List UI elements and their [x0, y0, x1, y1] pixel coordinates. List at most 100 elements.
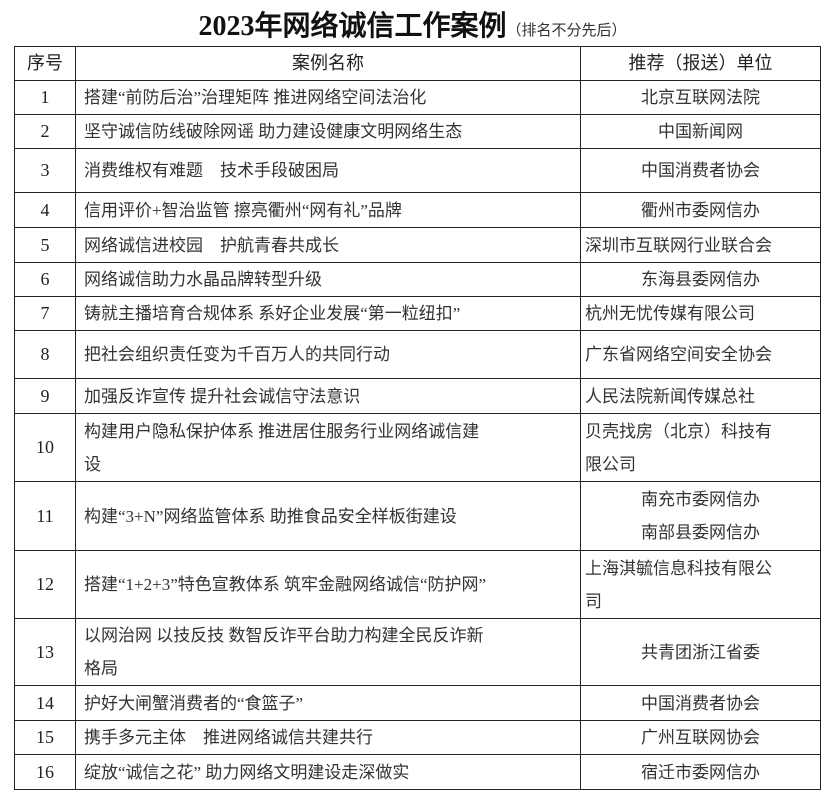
row-number: 1	[14, 80, 76, 115]
case-name-line: 网络诚信助力水晶品牌转型升级	[84, 270, 322, 289]
case-name-line: 构建用户隐私保护体系 推进居住服务行业网络诚信建	[84, 421, 480, 441]
recommending-unit-line: 中国消费者协会	[641, 693, 760, 713]
case-name: 信用评价+智治监管 擦亮衢州“网有礼”品牌	[75, 192, 581, 228]
recommending-unit-line: 南充市委网信办	[641, 490, 760, 509]
case-name: 网络诚信助力水晶品牌转型升级	[75, 262, 581, 297]
recommending-unit-line: 司	[585, 591, 602, 611]
row-number: 10	[14, 413, 76, 482]
case-name: 加强反诈宣传 提升社会诚信守法意识	[75, 378, 581, 414]
row-number: 8	[14, 330, 76, 379]
row-number: 15	[14, 720, 76, 755]
row-number: 12	[14, 550, 76, 619]
row-number: 13	[14, 618, 76, 686]
table-row: 8 把社会组织责任变为千百万人的共同行动 广东省网络空间安全协会	[14, 330, 821, 379]
recommending-unit-line: 杭州无忧传媒有限公司	[585, 304, 755, 323]
recommending-unit-line: 中国新闻网	[658, 122, 743, 141]
case-name-line: 以网治网 以技反技 数智反诈平台助力构建全民反诈新	[84, 626, 484, 645]
case-name: 搭建“1+2+3”特色宣教体系 筑牢金融网络诚信“防护网”	[75, 550, 581, 619]
table-row: 1 搭建“前防后治”治理矩阵 推进网络空间法治化 北京互联网法院	[14, 80, 821, 115]
case-name: 把社会组织责任变为千百万人的共同行动	[75, 330, 581, 379]
recommending-unit-line: 广东省网络空间安全协会	[585, 345, 772, 364]
recommending-unit-line: 北京互联网法院	[641, 88, 760, 107]
case-name-line: 绽放“诚信之花” 助力网络文明建设走深做实	[84, 762, 410, 782]
table-row: 13 以网治网 以技反技 数智反诈平台助力构建全民反诈新 格局 共青团浙江省委	[14, 618, 821, 686]
case-name-line: 构建“3+N”网络监管体系 助推食品安全样板街建设	[84, 506, 457, 526]
case-name-line: 把社会组织责任变为千百万人的共同行动	[84, 345, 390, 364]
recommending-unit: 中国新闻网	[580, 114, 821, 149]
case-name-line: 消费维权有难题 技术手段破困局	[84, 161, 339, 180]
row-number: 16	[14, 754, 76, 790]
recommending-unit: 北京互联网法院	[580, 80, 821, 115]
recommending-unit-line: 贝壳找房（北京）科技有	[585, 421, 772, 441]
case-name: 护好大闸蟹消费者的“食篮子”	[75, 685, 581, 721]
table-row: 14 护好大闸蟹消费者的“食篮子” 中国消费者协会	[14, 685, 821, 721]
table-row: 2 坚守诚信防线破除网谣 助力建设健康文明网络生态 中国新闻网	[14, 114, 821, 149]
case-name: 坚守诚信防线破除网谣 助力建设健康文明网络生态	[75, 114, 581, 149]
table-row: 5 网络诚信进校园 护航青春共成长 深圳市互联网行业联合会	[14, 227, 821, 263]
recommending-unit-line: 中国消费者协会	[641, 161, 760, 180]
recommending-unit-line: 共青团浙江省委	[641, 642, 760, 662]
recommending-unit-line: 宿迁市委网信办	[641, 762, 760, 782]
table-row: 11 构建“3+N”网络监管体系 助推食品安全样板街建设 南充市委网信办 南部县委网信…	[14, 481, 821, 551]
case-name-line: 携手多元主体 推进网络诚信共建共行	[84, 728, 373, 747]
header-unit: 推荐（报送）单位	[580, 46, 821, 81]
case-name-line: 网络诚信进校园 护航青春共成长	[84, 235, 339, 255]
recommending-unit: 贝壳找房（北京）科技有 限公司	[580, 413, 821, 482]
case-name: 绽放“诚信之花” 助力网络文明建设走深做实	[75, 754, 581, 790]
case-name-line: 护好大闸蟹消费者的“食篮子”	[84, 693, 304, 713]
case-name: 以网治网 以技反技 数智反诈平台助力构建全民反诈新 格局	[75, 618, 581, 686]
row-number: 2	[14, 114, 76, 149]
recommending-unit: 深圳市互联网行业联合会	[580, 227, 821, 263]
case-name-line: 铸就主播培育合规体系 系好企业发展“第一粒纽扣”	[84, 304, 461, 323]
recommending-unit: 上海淇毓信息科技有限公司	[580, 550, 821, 619]
row-number: 6	[14, 262, 76, 297]
recommending-unit: 宿迁市委网信办	[580, 754, 821, 790]
row-number: 11	[14, 481, 76, 551]
case-name-line: 搭建“1+2+3”特色宣教体系 筑牢金融网络诚信“防护网”	[84, 575, 487, 594]
recommending-unit-line: 限公司	[585, 454, 636, 474]
case-name: 携手多元主体 推进网络诚信共建共行	[75, 720, 581, 755]
table-row: 3 消费维权有难题 技术手段破困局 中国消费者协会	[14, 148, 821, 193]
case-name: 搭建“前防后治”治理矩阵 推进网络空间法治化	[75, 80, 581, 115]
table-row: 7 铸就主播培育合规体系 系好企业发展“第一粒纽扣” 杭州无忧传媒有限公司	[14, 296, 821, 331]
table-row: 16 绽放“诚信之花” 助力网络文明建设走深做实 宿迁市委网信办	[14, 754, 821, 790]
row-number: 5	[14, 227, 76, 263]
case-name-line: 格局	[84, 659, 118, 678]
table-row: 9 加强反诈宣传 提升社会诚信守法意识 人民法院新闻传媒总社	[14, 378, 821, 414]
title-subtitle: （排名不分先后）	[506, 23, 627, 39]
case-name-line: 加强反诈宣传 提升社会诚信守法意识	[84, 386, 361, 406]
recommending-unit: 中国消费者协会	[580, 685, 821, 721]
table-row: 4 信用评价+智治监管 擦亮衢州“网有礼”品牌 衢州市委网信办	[14, 192, 821, 228]
recommending-unit: 杭州无忧传媒有限公司	[580, 296, 821, 331]
recommending-unit: 共青团浙江省委	[580, 618, 821, 686]
recommending-unit: 东海县委网信办	[580, 262, 821, 297]
recommending-unit: 人民法院新闻传媒总社	[580, 378, 821, 414]
row-number: 4	[14, 192, 76, 228]
table-header-row: 序号 案例名称 推荐（报送）单位	[14, 46, 821, 81]
table-row: 6 网络诚信助力水晶品牌转型升级 东海县委网信办	[14, 262, 821, 297]
case-name-line: 坚守诚信防线破除网谣 助力建设健康文明网络生态	[84, 122, 463, 141]
header-number: 序号	[14, 46, 76, 81]
row-number: 3	[14, 148, 76, 193]
table-row: 12 搭建“1+2+3”特色宣教体系 筑牢金融网络诚信“防护网” 上海淇毓信息科技有…	[14, 550, 821, 619]
recommending-unit: 中国消费者协会	[580, 148, 821, 193]
case-name-line: 信用评价+智治监管 擦亮衢州“网有礼”品牌	[84, 200, 402, 220]
cases-table: 序号 案例名称 推荐（报送）单位 1 搭建“前防后治”治理矩阵 推进网络空间法治化…	[14, 46, 821, 790]
recommending-unit-line: 东海县委网信办	[641, 270, 760, 289]
recommending-unit: 衢州市委网信办	[580, 192, 821, 228]
case-name: 构建“3+N”网络监管体系 助推食品安全样板街建设	[75, 481, 581, 551]
recommending-unit: 广东省网络空间安全协会	[580, 330, 821, 379]
recommending-unit-line: 深圳市互联网行业联合会	[585, 235, 772, 255]
case-name: 消费维权有难题 技术手段破困局	[75, 148, 581, 193]
recommending-unit-line: 广州互联网协会	[641, 728, 760, 747]
row-number: 14	[14, 685, 76, 721]
title-main: 2023年网络诚信工作案例	[198, 11, 507, 42]
case-name: 网络诚信进校园 护航青春共成长	[75, 227, 581, 263]
recommending-unit: 广州互联网协会	[580, 720, 821, 755]
table-row: 15 携手多元主体 推进网络诚信共建共行 广州互联网协会	[14, 720, 821, 755]
recommending-unit-line: 南部县委网信办	[641, 523, 760, 542]
case-name-line: 搭建“前防后治”治理矩阵 推进网络空间法治化	[84, 88, 427, 107]
document-title: 2023年网络诚信工作案例（排名不分先后）	[0, 4, 825, 44]
row-number: 9	[14, 378, 76, 414]
row-number: 7	[14, 296, 76, 331]
